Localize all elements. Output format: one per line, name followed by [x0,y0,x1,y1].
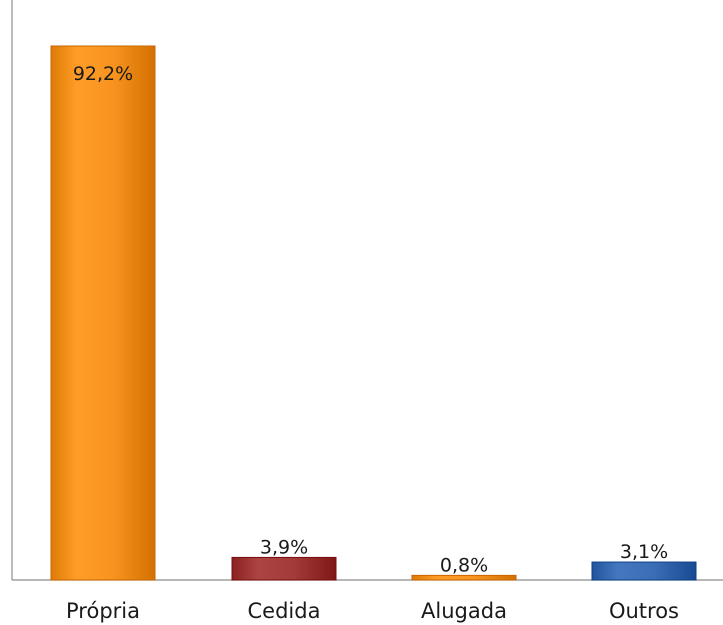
data-label: 92,2% [73,63,133,85]
data-label: 3,1% [620,541,668,563]
category-label: Alugada [421,599,507,623]
bar-propria [50,45,156,581]
category-labels-group: Própria Cedida Alugada Outros [66,599,679,623]
bars-group [50,45,697,581]
bar-cedida [231,556,337,581]
bar-alugada [411,574,517,581]
bar-outros [591,561,697,581]
category-label: Própria [66,599,140,623]
data-label: 3,9% [260,536,308,558]
category-label: Cedida [248,599,321,623]
data-labels-group: 92,2% 3,9% 0,8% 3,1% [73,63,668,576]
data-label: 0,8% [440,554,488,576]
category-label: Outros [609,599,679,623]
